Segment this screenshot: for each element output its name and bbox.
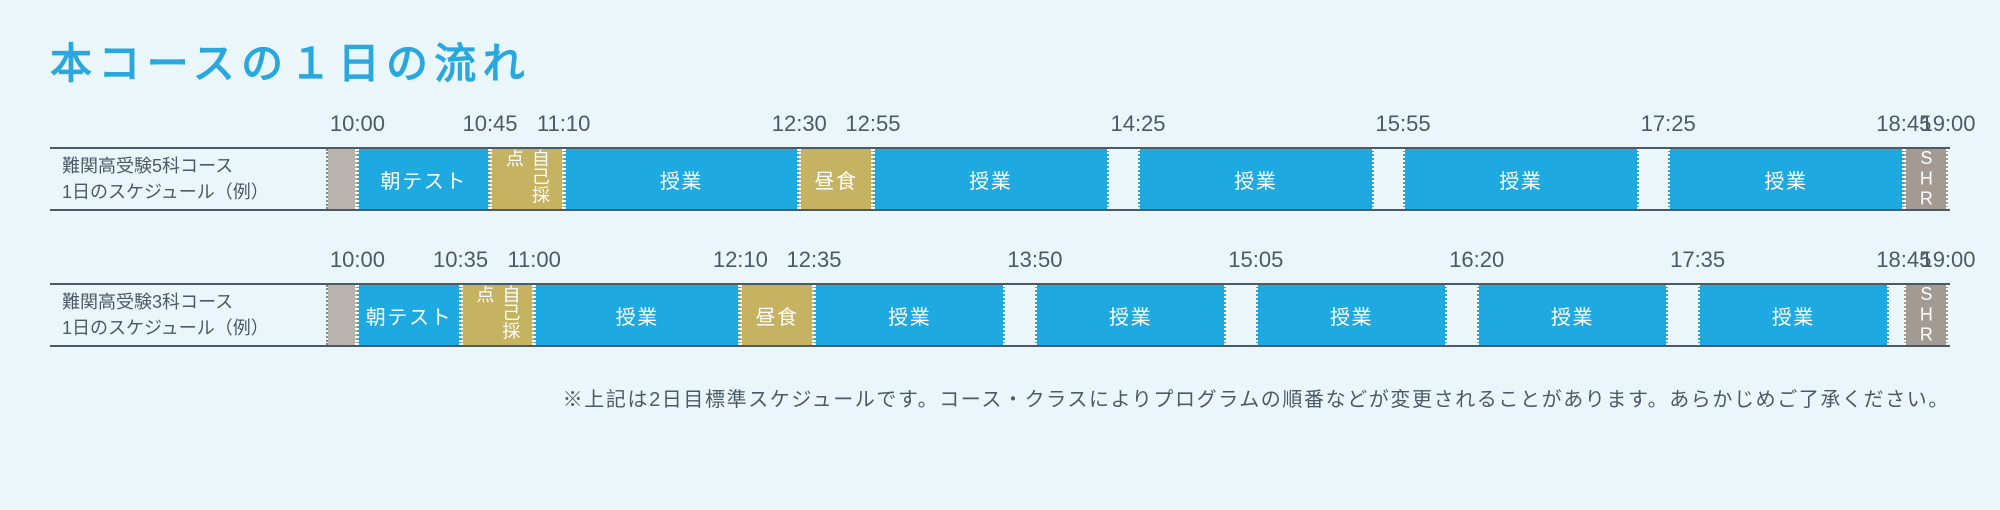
page-title: 本コースの１日の流れ xyxy=(50,30,1950,91)
schedule-segment: 授業 xyxy=(1477,285,1668,345)
schedule-segment xyxy=(328,285,357,345)
footnote: ※上記は2日目標準スケジュールです。コース・クラスによりプログラムの順番などが変… xyxy=(50,383,1950,412)
timelines-container: 10:00 10:45 11:10 12:30 12:55 14:25 15:55 17:25… xyxy=(50,111,1950,347)
schedule-segment: 自己採点 xyxy=(490,149,564,209)
row-label-line: 難関高受験5科コース xyxy=(62,153,314,179)
time-label: 10:35 xyxy=(433,247,488,273)
time-label: 12:30 xyxy=(772,111,827,137)
time-label: 11:00 xyxy=(507,247,560,273)
schedule-bar: 難関高受験3科コース1日のスケジュール（例）朝テスト自己採点授業昼食授業授業授業… xyxy=(50,283,1950,347)
schedule-bar: 難関高受験5科コース1日のスケジュール（例）朝テスト自己採点授業昼食授業授業授業… xyxy=(50,147,1950,211)
schedule-segment: 昼食 xyxy=(740,285,814,345)
schedule-segment: 自己採点 xyxy=(461,285,535,345)
schedule-segment: 朝テスト xyxy=(357,149,490,209)
time-label: 17:35 xyxy=(1670,247,1725,273)
timeline-row: 10:00 10:35 11:00 12:10 12:35 13:50 15:05 16:20… xyxy=(50,247,1950,347)
schedule-segment: 授業 xyxy=(814,285,1005,345)
schedule-segment: 授業 xyxy=(564,149,800,209)
schedule-segment: 授業 xyxy=(1698,285,1889,345)
schedule-segment: 授業 xyxy=(1256,285,1447,345)
time-label: 12:55 xyxy=(845,111,900,137)
schedule-segment: 授業 xyxy=(534,285,740,345)
time-label: 11:10 xyxy=(537,111,590,137)
time-labels: 10:00 10:45 11:10 12:30 12:55 14:25 15:55 17:25… xyxy=(50,111,1950,147)
time-label: 12:10 xyxy=(713,247,768,273)
time-label: 17:25 xyxy=(1641,111,1696,137)
segment-label: 自己採点 xyxy=(471,285,523,345)
schedule-segment: 授業 xyxy=(1668,149,1904,209)
time-label: 10:00 xyxy=(330,111,385,137)
schedule-segment xyxy=(328,149,357,209)
time-label: 13:50 xyxy=(1007,247,1062,273)
schedule-segment: 授業 xyxy=(873,149,1109,209)
schedule-segment: 授業 xyxy=(1403,149,1639,209)
time-label: 16:20 xyxy=(1449,247,1504,273)
row-label-line: 難関高受験3科コース xyxy=(62,289,314,315)
schedule-segment: SHR xyxy=(1904,285,1948,345)
row-label: 難関高受験5科コース1日のスケジュール（例） xyxy=(50,149,328,209)
schedule-segment: 昼食 xyxy=(799,149,873,209)
time-label: 12:35 xyxy=(786,247,841,273)
timeline-row: 10:00 10:45 11:10 12:30 12:55 14:25 15:55 17:25… xyxy=(50,111,1950,211)
schedule-segment: 授業 xyxy=(1035,285,1226,345)
row-label: 難関高受験3科コース1日のスケジュール（例） xyxy=(50,285,328,345)
time-label: 10:00 xyxy=(330,247,385,273)
bar-track: 朝テスト自己採点授業昼食授業授業授業授業授業SHR xyxy=(328,285,1950,345)
time-label: 19:00 xyxy=(1920,247,1975,273)
time-label: 19:00 xyxy=(1920,111,1975,137)
segment-label: SHR xyxy=(1915,284,1936,345)
schedule-segment: 授業 xyxy=(1138,149,1374,209)
time-label: 10:45 xyxy=(462,111,517,137)
row-label-line: 1日のスケジュール（例） xyxy=(62,315,314,341)
time-labels: 10:00 10:35 11:00 12:10 12:35 13:50 15:05 16:20… xyxy=(50,247,1950,283)
time-label: 14:25 xyxy=(1110,111,1165,137)
row-label-line: 1日のスケジュール（例） xyxy=(62,179,314,205)
time-label: 15:55 xyxy=(1376,111,1431,137)
segment-label: SHR xyxy=(1915,148,1936,209)
bar-track: 朝テスト自己採点授業昼食授業授業授業授業SHR xyxy=(328,149,1950,209)
schedule-segment: SHR xyxy=(1904,149,1948,209)
time-label: 15:05 xyxy=(1228,247,1283,273)
schedule-segment: 朝テスト xyxy=(357,285,460,345)
segment-label: 自己採点 xyxy=(501,149,553,209)
